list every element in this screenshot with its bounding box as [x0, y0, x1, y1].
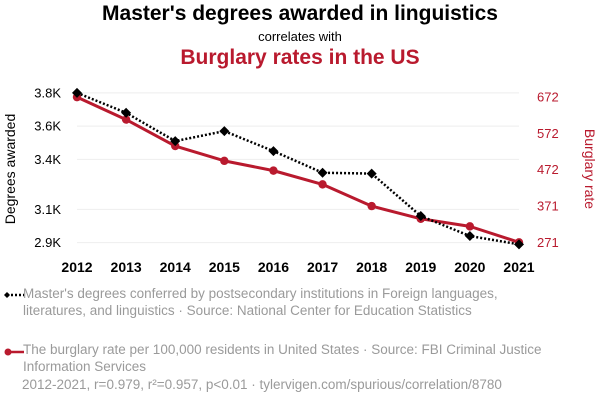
x-tick-label: 2018: [356, 259, 387, 275]
data-point-degrees: [268, 146, 279, 157]
x-tick-label: 2015: [209, 259, 240, 275]
right-tick-label: 371: [537, 199, 559, 214]
series-line-burglary: [76, 95, 520, 244]
x-tick-label: 2020: [454, 259, 485, 275]
data-point-burglary: [465, 222, 475, 231]
y-axis-label-left: Degrees awarded: [2, 114, 18, 225]
left-tick-label: 3.1K: [34, 202, 61, 217]
left-tick-label: 3.4K: [34, 152, 61, 167]
right-tick-label: 672: [537, 90, 559, 105]
data-point-burglary: [121, 115, 131, 124]
data-point-burglary: [367, 201, 376, 211]
data-point-degrees: [317, 167, 328, 178]
data-point-burglary: [220, 156, 229, 166]
right-tick-label: 572: [537, 126, 559, 141]
x-tick-label: 2019: [405, 259, 436, 275]
x-tick-label: 2012: [61, 259, 92, 275]
chart-title: Master's degrees awarded in linguistics: [102, 2, 498, 25]
data-point-burglary: [269, 166, 278, 175]
footer-stats: 2012-2021, r=0.979, r²=0.957, p<0.01 · t…: [22, 377, 502, 392]
x-tick-label: 2014: [160, 259, 191, 275]
series-line-degrees: [76, 91, 520, 246]
left-tick-label: 3.8K: [34, 85, 61, 100]
right-tick-label: 472: [537, 162, 559, 177]
x-tick-label: 2021: [503, 259, 534, 275]
data-point-degrees: [464, 231, 475, 242]
data-point-degrees: [415, 211, 426, 222]
x-tick-label: 2013: [111, 259, 142, 275]
right-axis-ticks: 672 572 472 371 271: [537, 90, 559, 250]
data-point-degrees: [170, 136, 181, 147]
x-tick-label: 2016: [258, 259, 289, 275]
data-point-degrees: [366, 168, 377, 179]
grid-lines: [77, 92, 519, 244]
data-point-degrees: [72, 87, 82, 98]
left-axis-ticks: 3.8K 3.6K 3.4K 3.1K 2.9K: [34, 85, 61, 250]
left-tick-label: 3.6K: [34, 119, 61, 134]
data-point-degrees: [121, 107, 132, 118]
x-axis-ticks: 2012 2013 2014 2015 2016 2017 2018 2019 2020 2021: [61, 259, 534, 275]
legend-text-degrees: Master's degrees conferred by postsecond…: [23, 286, 498, 318]
data-point-degrees: [514, 239, 524, 250]
y-axis-label-right: Burglary rate: [582, 129, 598, 209]
legend-text-burglary: The burglary rate per 100,000 residents …: [23, 342, 542, 374]
chart-subtitle: correlates with: [258, 29, 342, 44]
legend-marker-burglary: [4, 348, 24, 356]
left-tick-label: 2.9K: [34, 235, 61, 250]
data-point-burglary: [318, 180, 327, 189]
data-point-degrees: [219, 126, 230, 137]
legend-marker-degrees: [4, 292, 24, 298]
right-tick-label: 271: [537, 235, 559, 250]
x-tick-label: 2017: [307, 259, 338, 275]
chart-title-secondary: Burglary rates in the US: [180, 46, 420, 69]
series-layer: [72, 87, 524, 250]
